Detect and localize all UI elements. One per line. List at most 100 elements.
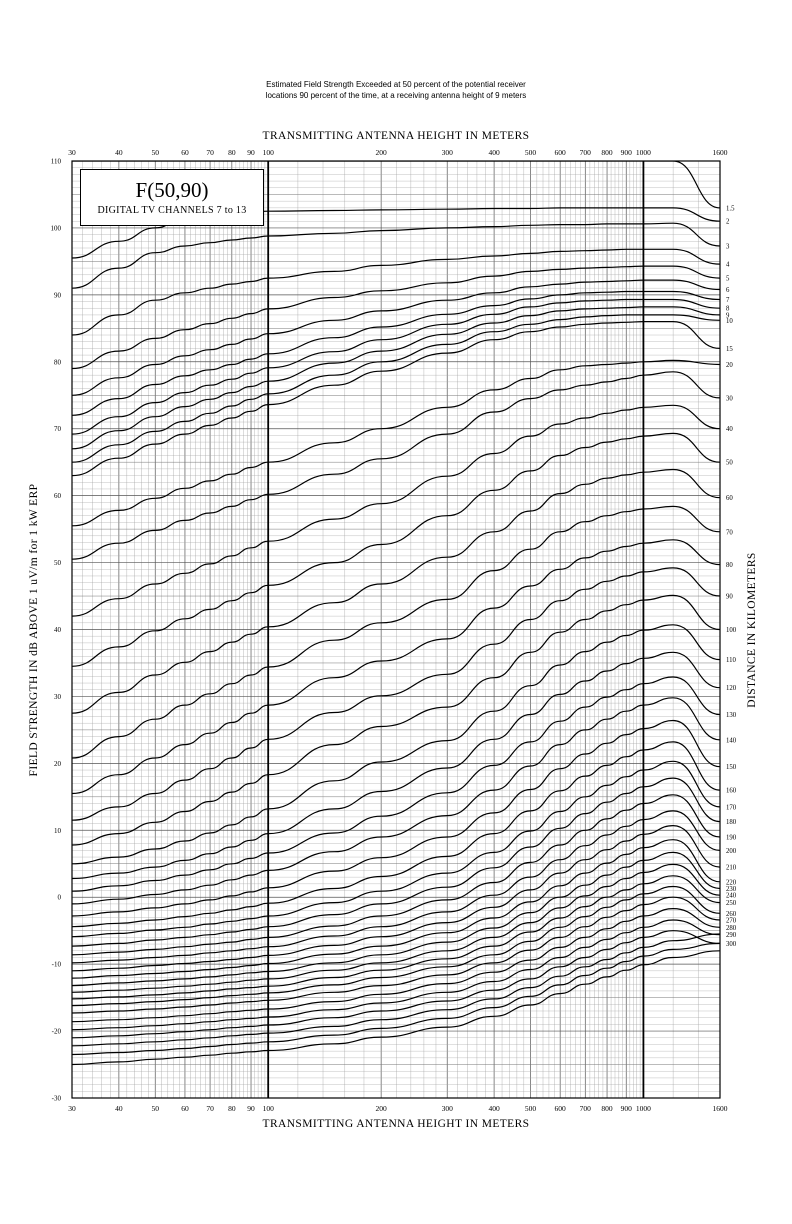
distance-label: 30 — [726, 395, 733, 402]
series-line — [72, 594, 720, 846]
x-tick-label-top: 200 — [376, 148, 388, 157]
series-line — [72, 719, 720, 917]
x-tick-label-top: 600 — [555, 148, 567, 157]
distance-label: 80 — [726, 562, 733, 569]
distance-label: 15 — [726, 346, 733, 353]
distance-label: 5 — [726, 276, 730, 283]
x-tick-label-top: 50 — [151, 148, 159, 157]
series-line — [72, 919, 720, 1031]
y-tick-label: 30 — [54, 693, 62, 701]
series-line — [72, 314, 720, 463]
x-tick-label-top: 80 — [228, 148, 236, 157]
distance-label: 90 — [726, 594, 733, 601]
x-tick-label-bottom: 70 — [206, 1104, 214, 1113]
series-line — [72, 279, 720, 396]
distance-label: 180 — [726, 819, 737, 826]
series-line — [72, 950, 720, 1066]
x-tick-label-top: 700 — [580, 148, 592, 157]
series-line — [72, 321, 720, 477]
series-line — [72, 810, 720, 964]
series-line — [72, 777, 720, 947]
series-line — [72, 222, 720, 289]
x-axis-title-bottom: TRANSMITTING ANTENNA HEIGHT IN METERS — [262, 1118, 530, 1130]
distance-label: 100 — [726, 627, 737, 634]
distance-label: 290 — [726, 932, 737, 939]
distance-label: 190 — [726, 834, 737, 841]
x-tick-label-top: 30 — [68, 148, 76, 157]
x-tick-label-bottom: 50 — [151, 1104, 159, 1113]
x-tick-label-top: 100 — [263, 148, 275, 157]
distance-label: 1.5 — [726, 205, 735, 212]
distance-label: 4 — [726, 262, 730, 269]
x-axis-title-top: TRANSMITTING ANTENNA HEIGHT IN METERS — [262, 130, 530, 142]
distance-label: 130 — [726, 712, 737, 719]
distance-label: 270 — [726, 917, 737, 924]
chart-title-box: F(50,90) DIGITAL TV CHANNELS 7 to 13 — [80, 169, 264, 226]
distance-label: 170 — [726, 804, 737, 811]
distance-label: 200 — [726, 848, 737, 855]
distance-label: 160 — [726, 788, 737, 795]
x-tick-label-bottom: 500 — [525, 1104, 537, 1113]
series-line — [72, 567, 720, 821]
y-tick-label: 110 — [51, 158, 62, 166]
x-tick-label-bottom: 600 — [555, 1104, 567, 1113]
series-line — [72, 697, 720, 905]
distance-label: 7 — [726, 297, 730, 304]
x-tick-label-bottom: 700 — [580, 1104, 592, 1113]
series-line — [72, 651, 720, 880]
x-tick-label-bottom: 1600 — [713, 1104, 728, 1113]
distance-label: 120 — [726, 685, 737, 692]
series-line — [72, 248, 720, 336]
series-line — [72, 942, 720, 1056]
series-line — [72, 851, 720, 987]
series-line — [72, 298, 720, 435]
y-tick-label: 20 — [54, 760, 62, 768]
chart-caption-line-1: Estimated Field Strength Exceeded at 50 … — [266, 80, 526, 89]
tick-labels: 30 30 40 40 50 50 60 60 70 70 80 80 90 90 100 100 200 200… — [51, 148, 737, 1113]
x-tick-label-bottom: 90 — [247, 1104, 255, 1113]
distance-label: 70 — [726, 529, 733, 536]
x-tick-label-top: 300 — [442, 148, 454, 157]
series-line — [72, 863, 720, 993]
x-tick-label-bottom: 100 — [263, 1104, 275, 1113]
series-line — [72, 371, 720, 560]
x-tick-label-bottom: 800 — [601, 1104, 613, 1113]
y-tick-label: 50 — [54, 559, 62, 567]
y-tick-label: -10 — [52, 961, 62, 969]
distance-label: 8 — [726, 306, 730, 313]
distance-label: 140 — [726, 737, 737, 744]
x-tick-label-top: 40 — [115, 148, 123, 157]
x-tick-label-bottom: 300 — [442, 1104, 454, 1113]
distance-label: 6 — [726, 287, 730, 294]
chart-caption-line-2: locations 90 percent of the time, at a r… — [265, 91, 527, 100]
x-tick-label-top: 500 — [525, 148, 537, 157]
x-tick-label-bottom: 900 — [621, 1104, 633, 1113]
distance-label: 150 — [726, 764, 737, 771]
y-tick-label: 70 — [54, 425, 62, 433]
series-line — [72, 933, 720, 1047]
y-tick-label: -20 — [52, 1028, 62, 1036]
distance-label: 9 — [726, 312, 730, 319]
series-line — [72, 676, 720, 892]
series-line — [72, 885, 720, 1007]
distance-label: 20 — [726, 362, 733, 369]
x-tick-label-bottom: 60 — [181, 1104, 189, 1113]
distance-label: 210 — [726, 865, 737, 872]
x-tick-label-top: 400 — [488, 148, 500, 157]
chart-subtitle: DIGITAL TV CHANNELS 7 to 13 — [97, 205, 247, 216]
series-line — [72, 539, 720, 795]
grid — [71, 160, 721, 1099]
series-line — [72, 359, 720, 527]
chart-title: F(50,90) — [135, 178, 209, 202]
x-tick-label-top: 70 — [206, 148, 214, 157]
y-tick-label: 40 — [54, 626, 62, 634]
distance-label: 250 — [726, 900, 737, 907]
x-tick-label-bottom: 40 — [115, 1104, 123, 1113]
x-tick-label-bottom: 30 — [68, 1104, 76, 1113]
x-tick-label-top: 90 — [247, 148, 255, 157]
distance-label: 2 — [726, 219, 730, 226]
y-tick-label: -30 — [52, 1095, 62, 1103]
series-line — [72, 505, 720, 759]
x-tick-label-top: 60 — [181, 148, 189, 157]
